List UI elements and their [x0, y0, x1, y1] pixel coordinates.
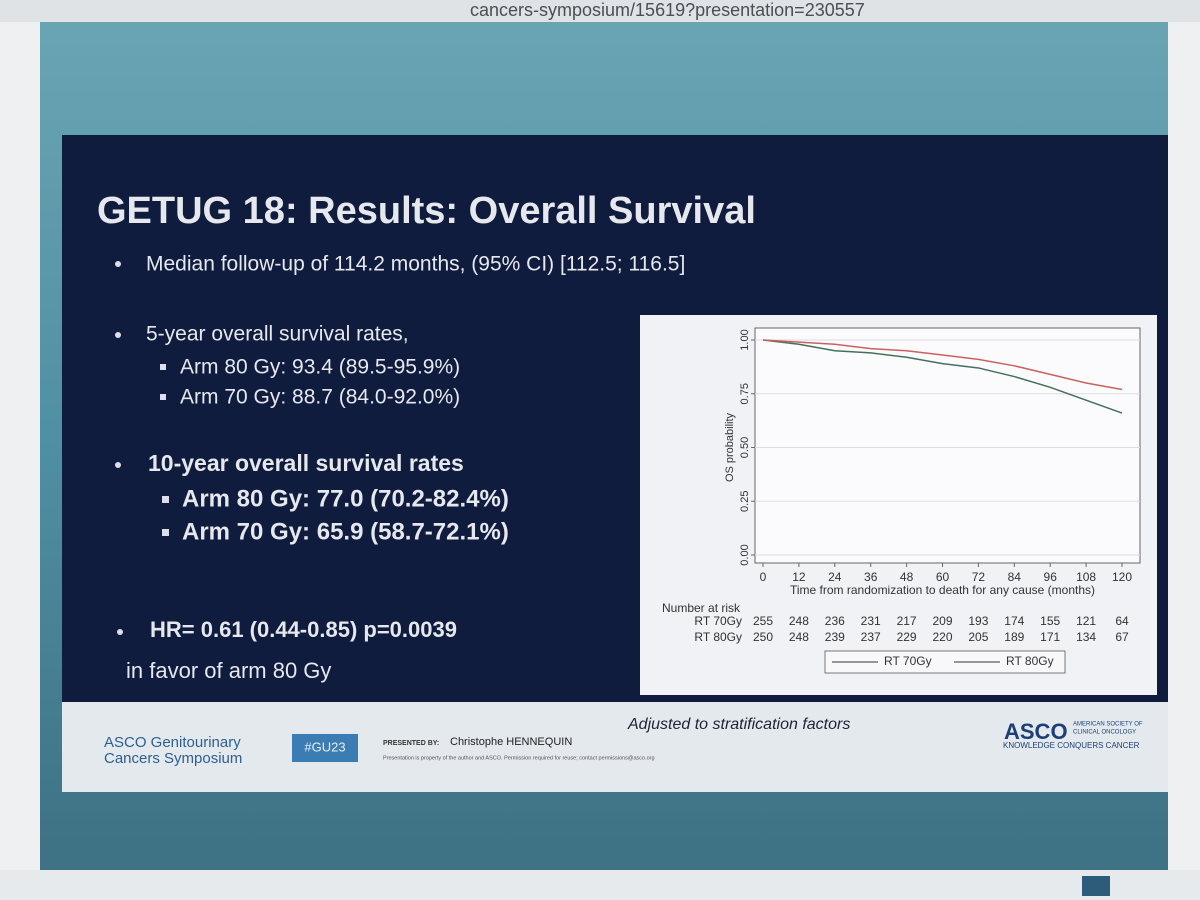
sub-bullet-text: Arm 70 Gy: 65.9 (58.7-72.1%): [182, 518, 509, 545]
bullet-text: in favor of arm 80 Gy: [126, 658, 331, 683]
y-tick-label: 0.00: [739, 544, 751, 565]
risk-count: 205: [968, 630, 988, 644]
society-name: CLINICAL ONCOLOGY: [1073, 730, 1136, 736]
legend-label: RT 80Gy: [1006, 654, 1054, 668]
bullet-text: 10-year overall survival rates: [148, 450, 464, 476]
presented-by-label: PRESENTED BY:: [383, 740, 439, 747]
survival-curve: [762, 339, 1123, 414]
risk-count: 237: [861, 630, 881, 644]
risk-count: 250: [753, 630, 773, 644]
survival-curve: [762, 339, 1123, 391]
sub-bullet: [160, 364, 166, 370]
plot-area: [754, 327, 1141, 564]
screen-edge-left: [0, 22, 40, 900]
risk-count: 209: [932, 614, 952, 628]
symposium-name: Cancers Symposium: [104, 750, 242, 767]
x-tick-label: 72: [972, 570, 986, 584]
chart-note: Adjusted to stratification factors: [627, 716, 850, 733]
sub-bullet: [162, 529, 169, 536]
x-tick-label: 108: [1076, 570, 1096, 584]
km-chart: 0.00 0.25 0.50 0.75 1.00 OS probability 0 12 24 3…: [662, 327, 1141, 674]
sub-bullet-text: Arm 80 Gy: 93.4 (89.5-95.9%): [180, 356, 460, 379]
y-tick-label: 1.00: [739, 329, 751, 350]
sub-bullet-text: Arm 80 Gy: 77.0 (70.2-82.4%): [182, 485, 509, 512]
risk-count: 220: [932, 630, 952, 644]
risk-count: 239: [825, 630, 845, 644]
x-tick-label: 48: [900, 570, 914, 584]
risk-count: 236: [825, 614, 845, 628]
bullet-text: Median follow-up of 114.2 months, (95% C…: [146, 253, 685, 276]
bullet: [115, 261, 121, 267]
x-tick-label: 24: [828, 570, 842, 584]
screen-edge-right: [1168, 22, 1200, 900]
hashtag-box: [292, 734, 358, 762]
asco-logo: ASCO: [1004, 719, 1068, 744]
x-tick-label: 120: [1112, 570, 1132, 584]
risk-count: 155: [1040, 614, 1060, 628]
risk-count: 217: [897, 614, 917, 628]
risk-count: 193: [968, 614, 988, 628]
legend-label: RT 70Gy: [884, 654, 932, 668]
x-tick-label: 96: [1044, 570, 1058, 584]
risk-count: 229: [897, 630, 917, 644]
x-axis-label: Time from randomization to death for any…: [790, 583, 1095, 597]
bullet-text: 5-year overall survival rates,: [146, 323, 409, 346]
hashtag: #GU23: [304, 739, 345, 754]
permission-note: Presentation is property of the author a…: [383, 755, 655, 761]
x-tick-label: 0: [760, 570, 767, 584]
slide-footer: [62, 702, 1168, 792]
risk-count: 255: [753, 614, 773, 628]
risk-count: 231: [861, 614, 881, 628]
url-text: cancers-symposium/15619?presentation=230…: [470, 0, 865, 20]
sub-bullet: [162, 496, 169, 503]
bullet: [115, 462, 121, 468]
y-tick-label: 0.25: [739, 491, 751, 512]
risk-count: 189: [1004, 630, 1024, 644]
risk-count: 67: [1115, 630, 1129, 644]
slide-title: GETUG 18: Results: Overall Survival: [97, 190, 756, 232]
browser-bar: [0, 0, 1200, 22]
risk-count: 174: [1004, 614, 1024, 628]
tagline: KNOWLEDGE CONQUERS CANCER: [1003, 741, 1140, 750]
risk-count: 64: [1115, 614, 1129, 628]
bullet: [115, 332, 121, 338]
risk-count: 134: [1076, 630, 1096, 644]
x-tick-label: 12: [792, 570, 806, 584]
risk-row-name: RT 80Gy: [694, 630, 742, 644]
risk-count: 171: [1040, 630, 1060, 644]
bullet: [117, 629, 123, 635]
x-tick-label: 60: [936, 570, 950, 584]
presenter: Christophe HENNEQUIN: [450, 736, 572, 748]
symposium-name: ASCO Genitourinary: [104, 734, 241, 751]
x-tick-label: 36: [864, 570, 878, 584]
sub-bullet: [160, 394, 166, 400]
risk-table-title: Number at risk: [662, 601, 741, 615]
y-tick-label: 0.50: [739, 437, 751, 458]
legend: [824, 650, 1066, 674]
risk-row-name: RT 70Gy: [694, 614, 742, 628]
risk-count: 121: [1076, 614, 1096, 628]
bullet-text: HR= 0.61 (0.44-0.85) p=0.0039: [150, 617, 457, 642]
y-tick-label: 0.75: [739, 383, 751, 404]
taskbar: [0, 870, 1200, 900]
taskbar-icon[interactable]: [1082, 876, 1110, 896]
risk-count: 248: [789, 630, 809, 644]
y-axis-label: OS probability: [724, 412, 736, 482]
society-name: AMERICAN SOCIETY OF: [1073, 722, 1143, 728]
risk-count: 248: [789, 614, 809, 628]
x-tick-label: 84: [1008, 570, 1022, 584]
sub-bullet-text: Arm 70 Gy: 88.7 (84.0-92.0%): [180, 386, 460, 409]
